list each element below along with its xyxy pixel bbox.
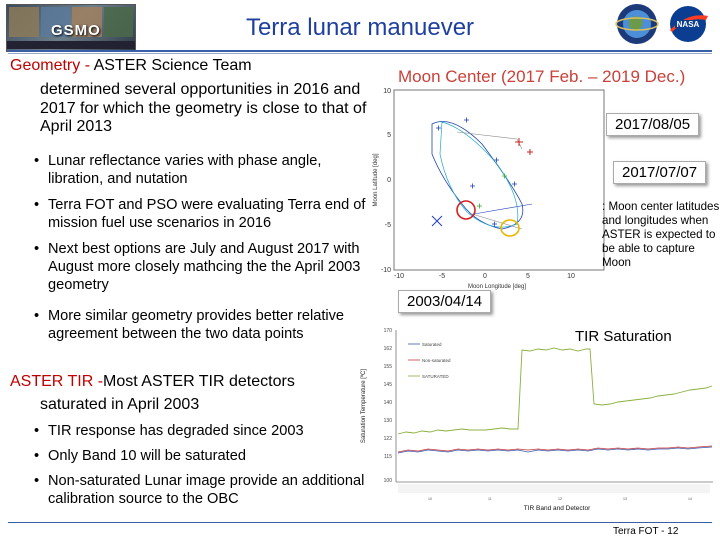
geometry-bullet: • Lunar reflectance varies with phase ang… xyxy=(34,153,322,187)
moon-chart-note: : Moon center latitudes and longitudes w… xyxy=(602,200,720,269)
tir-legend: Saturated Non-saturated SATURATED xyxy=(408,342,451,379)
title-divider-thin xyxy=(8,53,712,54)
legend-label: Non-saturated xyxy=(422,358,451,363)
tir-heading-text: Most ASTER TIR detectors xyxy=(103,373,295,390)
geometry-bullet: • More similar geometry provides better r… xyxy=(34,308,345,342)
tir-heading: ASTER TIR -Most ASTER TIR detectors xyxy=(10,373,370,392)
moon-markers xyxy=(436,117,517,227)
y-tick: -5 xyxy=(385,222,391,229)
y-tick: 115 xyxy=(384,454,392,460)
moon-x-marker xyxy=(431,215,443,227)
slide-footer: Terra FOT - 12 xyxy=(613,526,679,537)
geometry-heading-label: Geometry - xyxy=(10,57,94,74)
legend-label: Saturated xyxy=(422,342,442,347)
geometry-heading-text: ASTER Science Team xyxy=(93,57,252,74)
geometry-body: determined several opportunities in 2016… xyxy=(40,81,367,136)
x-tick: -5 xyxy=(439,273,445,280)
band-label: 10 xyxy=(428,497,432,501)
tir-chart-title: TIR Saturation xyxy=(575,328,672,345)
tir-saturation-chart: 170 162 155 145 140 130 122 115 100 Satu… xyxy=(360,328,713,512)
moon-markers-green xyxy=(477,173,507,209)
tir-series-nonsaturated xyxy=(397,445,713,453)
moon-y-label: Moon Latitude [deg] xyxy=(373,153,379,206)
y-tick: 122 xyxy=(384,436,393,442)
y-tick: 5 xyxy=(387,132,391,139)
gsmo-logo-text: GSMO xyxy=(51,22,101,39)
tir-bullet: • TIR response has degraded since 2003 xyxy=(34,423,304,439)
terra-mission-logo xyxy=(615,4,659,44)
geometry-heading: Geometry - ASTER Science Team xyxy=(10,57,370,76)
tir-body: saturated in April 2003 xyxy=(40,396,200,413)
april-2003-marker-circle xyxy=(456,200,476,220)
x-tick: -10 xyxy=(394,273,404,280)
geometry-bullet: • Next best options are July and August 2… xyxy=(34,241,361,293)
slide-title: Terra lunar manuever xyxy=(245,14,475,41)
band-label: 13 xyxy=(623,497,627,501)
x-tick: 5 xyxy=(526,273,530,280)
moon-trajectory-segment xyxy=(456,131,523,150)
tir-y-label: Saturation Temperature [ºC] xyxy=(360,369,367,443)
svg-text:NASA: NASA xyxy=(677,20,700,29)
tir-y-ticks: 170 162 155 145 140 130 122 115 100 xyxy=(384,328,393,484)
y-tick: -10 xyxy=(381,267,391,274)
band-label: 11 xyxy=(488,497,492,501)
gsmo-logo: GSMO xyxy=(6,4,136,52)
moon-trajectory-segment xyxy=(471,213,523,230)
band-label: 12 xyxy=(558,497,562,501)
nasa-logo: NASA xyxy=(670,6,708,42)
tir-heading-label: ASTER TIR - xyxy=(10,373,104,390)
title-divider xyxy=(8,50,712,52)
footer-divider xyxy=(8,522,712,523)
y-tick: 130 xyxy=(384,418,393,424)
moon-markers-red xyxy=(515,138,533,155)
tir-x-label: TIR Band and Detector xyxy=(524,505,591,512)
callout-2017-08-05: 2017/08/05 xyxy=(606,113,700,136)
y-tick: 170 xyxy=(384,328,393,334)
y-tick: 100 xyxy=(384,478,393,484)
y-tick: 162 xyxy=(384,346,393,352)
tir-x-ticks: 10 11 12 13 14 xyxy=(398,484,710,501)
moon-y-ticks: 10 5 0 -5 -10 xyxy=(381,88,391,274)
legend-label: SATURATED xyxy=(422,374,449,379)
x-tick: 10 xyxy=(567,273,575,280)
band-label: 14 xyxy=(688,497,692,501)
moon-x-label: Moon Longitude [deg] xyxy=(468,284,526,290)
y-tick: 145 xyxy=(384,382,393,388)
tir-series-saturated xyxy=(397,347,713,435)
moon-pointer-line xyxy=(473,203,533,215)
callout-2003-04-14: 2003/04/14 xyxy=(398,290,492,313)
y-tick: 155 xyxy=(384,364,393,370)
moon-center-plot: 10 5 0 -5 -10 -10 -5 0 5 10 Moon Longitu… xyxy=(373,88,605,290)
moon-chart-title: Moon Center (2017 Feb. – 2019 Dec.) xyxy=(398,67,686,86)
tir-bullet: • Only Band 10 will be saturated xyxy=(34,448,246,464)
tir-bullet: • Non-saturated Lunar image provide an ad… xyxy=(34,473,365,507)
august-2017-marker-circle xyxy=(500,219,520,237)
callout-2017-07-07: 2017/07/07 xyxy=(613,161,707,184)
y-tick: 10 xyxy=(383,88,391,95)
x-tick: 0 xyxy=(483,273,487,280)
y-tick: 140 xyxy=(384,400,393,406)
geometry-bullet: • Terra FOT and PSO were evaluating Terra… xyxy=(34,197,366,231)
moon-x-ticks: -10 -5 0 5 10 xyxy=(394,273,575,280)
tir-series-blue xyxy=(397,446,713,454)
y-tick: 0 xyxy=(387,177,391,184)
